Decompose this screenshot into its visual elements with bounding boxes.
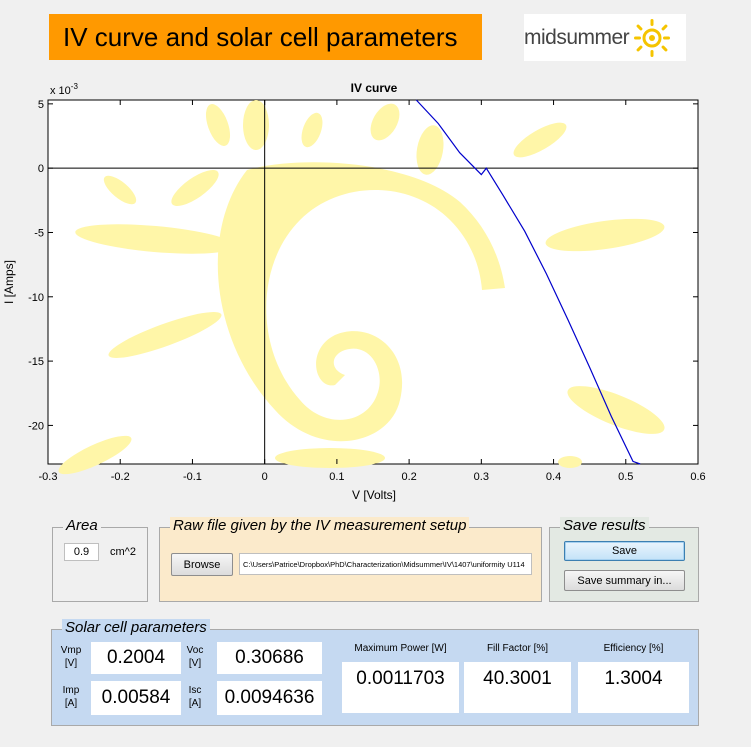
x-tick-label: -0.3 [39,471,58,483]
plot-axes [48,100,698,464]
save-results-panel-title: Save results [560,517,649,534]
iv-curve-plot: IV curve x 10-3 -0.3 -0.2 -0.1 0 0.1 0.2 0.3 0.… [0,80,751,520]
y-tick-label: -20 [28,420,44,432]
app-title-banner: IV curve and solar cell parameters [49,14,482,60]
app-title: IV curve and solar cell parameters [63,21,458,52]
plot-title: IV curve [351,81,398,95]
y-tick-label: -15 [28,356,44,368]
file-path-field[interactable]: C:\Users\Patrice\Dropbox\PhD\Characteriz… [239,553,532,575]
iv-curve-chart: IV curve x 10-3 -0.3 -0.2 -0.1 0 0.1 0.2 0.3 0.… [2,81,706,502]
raw-file-panel-title: Raw file given by the IV measurement set… [170,517,470,534]
y-tick-label: 0 [38,163,44,175]
x-tick-label: -0.2 [111,471,130,483]
save-results-panel: Save results Save Save summary in... [549,517,699,602]
max-power-value: 0.0011703 [342,662,459,713]
x-tick-label: 0 [262,471,268,483]
area-panel-title: Area [63,517,101,534]
y-tick-label: -10 [28,292,44,304]
fill-factor-label: Fill Factor [%] [486,643,549,654]
sun-watermark [58,100,665,475]
x-tick-label: 0.4 [546,471,561,483]
sun-logo-icon [634,18,671,57]
isc-value: 0.0094636 [217,681,322,715]
parameters-panel-title: Solar cell parameters [62,619,210,636]
imp-label: Imp [A] [62,685,80,709]
browse-button[interactable]: Browse [171,553,233,576]
isc-label: Isc [A] [188,685,202,709]
efficiency-value: 1.3004 [578,662,689,713]
area-unit-label: cm^2 [110,546,136,558]
save-button[interactable]: Save [564,541,685,561]
voc-value: 0.30686 [217,642,322,674]
voc-label: Voc [V] [186,645,204,669]
imp-value: 0.00584 [91,681,181,715]
fill-factor-value: 40.3001 [464,662,571,713]
x-tick-label: 0.5 [618,471,633,483]
y-tick-label: -5 [34,227,44,239]
max-power-label: Maximum Power [W] [354,643,447,654]
y-axis-label: I [Amps] [2,260,16,304]
vmp-value: 0.2004 [91,642,181,674]
y-tick-label: 5 [38,99,44,111]
efficiency-label: Efficiency [%] [603,643,664,654]
area-input[interactable]: 0.9 [64,543,99,561]
raw-file-panel: Raw file given by the IV measurement set… [159,517,542,602]
save-summary-button[interactable]: Save summary in... [564,570,685,591]
x-axis-label: V [Volts] [352,488,396,502]
solar-cell-parameters-panel: Solar cell parameters Vmp [V] 0.2004 Voc[… [51,619,699,726]
area-panel: Area 0.9 cm^2 [52,517,148,602]
x-tick-label: -0.1 [183,471,202,483]
logo-text: midsummer [524,25,630,49]
x-tick-label: 0.6 [690,471,705,483]
plot-ticks: -0.3 -0.2 -0.1 0 0.1 0.2 0.3 0.4 0.5 0.6 5 0 -5 -10 -1… [28,99,706,483]
x-tick-label: 0.3 [474,471,489,483]
midsummer-logo: midsummer [524,14,686,61]
x-tick-label: 0.2 [401,471,416,483]
x-tick-label: 0.1 [329,471,344,483]
vmp-label: Vmp [V] [60,645,82,669]
y-exponent-label: x 10-3 [50,82,78,97]
iv-curve-series-line [415,99,641,465]
